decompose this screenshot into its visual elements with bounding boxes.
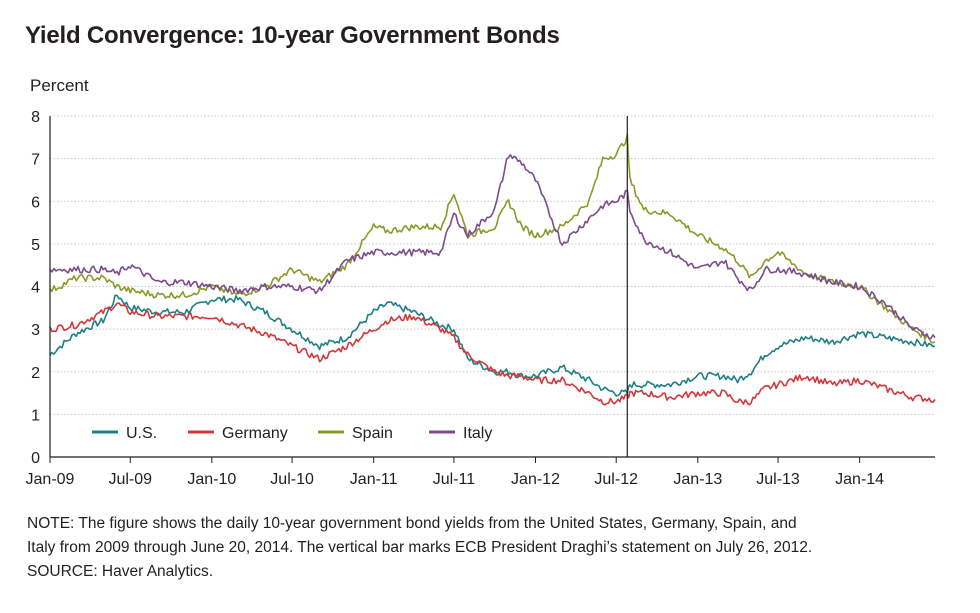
legend: U.S. Germany Spain Italy — [92, 425, 492, 442]
y-axis-ticks: 0 1 2 3 4 5 6 7 8 — [31, 109, 40, 467]
axes — [49, 116, 935, 458]
x-tick-label: Jan-09 — [26, 471, 75, 488]
x-tick-label: Jan-12 — [511, 471, 560, 488]
x-tick-label: Jan-11 — [350, 471, 398, 488]
x-axis-ticks: Jan-09 Jul-09 Jan-10 Jul-10 Jan-11 Jul-11 Jan-… — [26, 457, 884, 488]
series-lines — [49, 133, 936, 406]
y-tick-label: 2 — [31, 365, 40, 382]
x-tick-label: Jul-10 — [270, 471, 314, 488]
chart-note: NOTE: The figure shows the daily 10-year… — [27, 512, 972, 584]
x-tick-label: Jul-09 — [108, 471, 152, 488]
y-tick-label: 7 — [31, 152, 40, 169]
x-tick-label: Jan-14 — [835, 471, 884, 488]
legend-label: Spain — [352, 425, 393, 442]
y-tick-label: 5 — [31, 237, 40, 254]
note-line-2: Italy from 2009 through June 20, 2014. T… — [27, 539, 813, 556]
x-tick-label: Jul-11 — [433, 471, 475, 488]
legend-label: Germany — [222, 425, 288, 442]
gridlines — [50, 115, 935, 415]
y-tick-label: 1 — [31, 407, 40, 424]
y-tick-label: 0 — [31, 450, 40, 467]
series-line-germany — [49, 302, 936, 406]
series-line-spain — [49, 133, 936, 344]
legend-label: Italy — [463, 425, 492, 442]
y-axis-label: Percent — [30, 76, 89, 95]
note-line-3: SOURCE: Haver Analytics. — [27, 563, 214, 580]
y-tick-label: 6 — [31, 194, 40, 211]
x-tick-label: Jul-12 — [594, 471, 638, 488]
y-tick-label: 3 — [31, 322, 40, 339]
legend-label: U.S. — [126, 425, 157, 442]
chart-title: Yield Convergence: 10-year Government Bo… — [25, 22, 560, 49]
y-tick-label: 8 — [31, 109, 40, 126]
x-tick-label: Jan-10 — [187, 471, 236, 488]
x-tick-label: Jan-13 — [673, 471, 722, 488]
series-line-us — [49, 294, 936, 397]
series-line-italy — [49, 154, 936, 340]
x-tick-label: Jul-13 — [756, 471, 800, 488]
note-line-1: NOTE: The figure shows the daily 10-year… — [27, 515, 797, 532]
y-tick-label: 4 — [31, 280, 40, 297]
